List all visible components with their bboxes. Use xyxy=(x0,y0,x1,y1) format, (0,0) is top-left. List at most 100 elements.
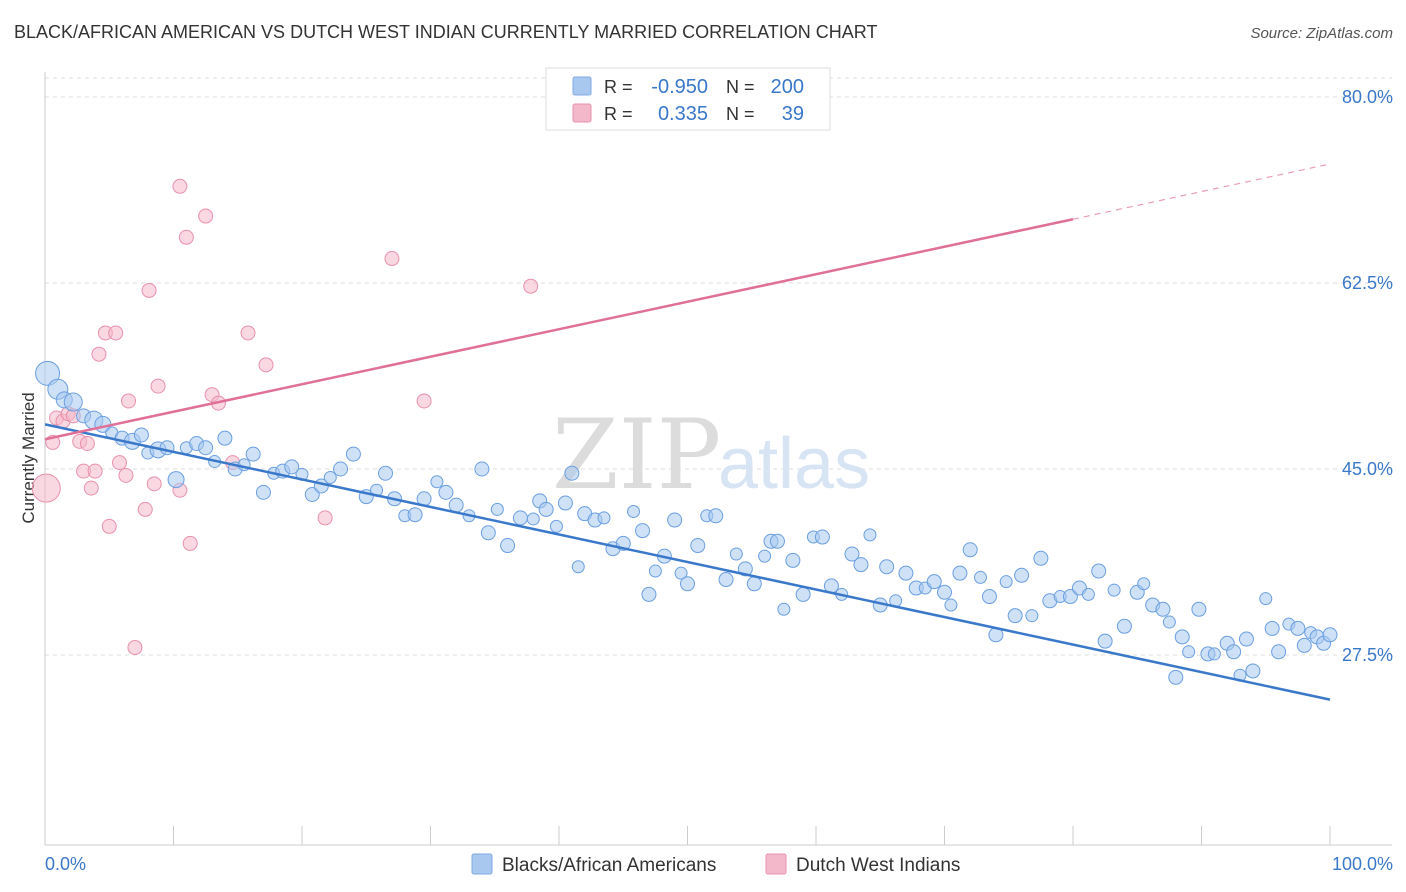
y-axis-label: Currently Married xyxy=(19,392,38,523)
x-tick-label-end: 100.0% xyxy=(1332,854,1393,874)
data-point-black-african-american xyxy=(430,475,444,489)
data-point-black-african-american xyxy=(1259,592,1273,606)
data-point-black-african-american xyxy=(1107,583,1121,597)
data-point-dutch-west-indian xyxy=(523,278,539,294)
data-point-dutch-west-indian xyxy=(317,510,333,526)
data-point-black-african-american xyxy=(952,565,968,581)
data-point-black-african-american xyxy=(1033,550,1049,566)
data-point-dutch-west-indian xyxy=(141,282,157,298)
data-point-black-african-american xyxy=(898,565,914,581)
data-point-black-african-american xyxy=(769,533,785,549)
data-point-dutch-west-indian xyxy=(91,346,107,362)
data-point-black-african-american xyxy=(1238,631,1254,647)
bottom-legend-label-blue: Blacks/African Americans xyxy=(502,855,716,876)
data-point-black-african-american xyxy=(438,484,454,500)
data-point-black-african-american xyxy=(708,508,724,524)
trend-lines xyxy=(44,163,1331,701)
data-point-black-african-american xyxy=(758,549,772,563)
data-point-black-african-american xyxy=(635,523,651,539)
data-point-black-african-american xyxy=(962,542,978,558)
y-tick-label: 45.0% xyxy=(1342,459,1393,479)
trend-line-blue xyxy=(44,423,1331,701)
series-dutch-west-indians xyxy=(31,178,539,656)
trend-line-pink-extension xyxy=(1072,163,1331,220)
data-point-dutch-west-indian xyxy=(137,501,153,517)
data-point-black-african-american xyxy=(480,525,496,541)
data-point-black-african-american xyxy=(627,505,641,519)
y-tick-label: 62.5% xyxy=(1342,273,1393,293)
data-point-black-african-american xyxy=(944,598,958,612)
data-point-black-african-american xyxy=(133,427,149,443)
data-point-dutch-west-indian xyxy=(240,325,256,341)
data-point-black-african-american xyxy=(1207,647,1221,661)
bottom-legend-swatch-pink xyxy=(765,853,787,875)
data-point-dutch-west-indian xyxy=(112,455,128,471)
data-point-black-african-american xyxy=(557,495,573,511)
data-point-dutch-west-indian xyxy=(178,229,194,245)
y-tick-label: 80.0% xyxy=(1342,87,1393,107)
data-point-black-african-american xyxy=(490,502,504,516)
legend-swatch-blue xyxy=(572,76,592,96)
data-point-black-african-american xyxy=(729,547,743,561)
data-point-black-african-american xyxy=(245,446,261,462)
data-point-black-african-american xyxy=(1162,615,1176,629)
data-point-dutch-west-indian xyxy=(79,435,95,451)
watermark-atlas: atlas xyxy=(718,424,870,504)
data-point-dutch-west-indian xyxy=(150,378,166,394)
data-point-black-african-american xyxy=(333,461,349,477)
data-point-black-african-american xyxy=(1155,601,1171,617)
data-point-black-african-american xyxy=(549,519,563,533)
data-point-black-african-american xyxy=(323,471,337,485)
data-point-black-african-american xyxy=(1271,644,1287,660)
data-point-black-african-american xyxy=(1191,601,1207,617)
data-point-black-african-american xyxy=(500,538,516,554)
y-tick-label: 27.5% xyxy=(1342,645,1393,665)
data-point-black-african-american xyxy=(926,574,942,590)
data-point-black-african-american xyxy=(538,501,554,517)
data-point-dutch-west-indian xyxy=(87,463,103,479)
data-point-black-african-american xyxy=(1168,669,1184,685)
data-point-dutch-west-indian xyxy=(101,518,117,534)
data-point-black-african-american xyxy=(1116,618,1132,634)
data-point-black-african-american xyxy=(814,529,830,545)
legend-r-label-blue: R = xyxy=(604,77,633,97)
data-point-black-african-american xyxy=(777,602,791,616)
source-label: Source: ZipAtlas.com xyxy=(1250,25,1393,42)
trend-line-pink xyxy=(44,218,1074,441)
chart-title: BLACK/AFRICAN AMERICAN VS DUTCH WEST IND… xyxy=(14,22,877,42)
data-point-black-african-american xyxy=(973,570,987,584)
data-point-black-african-american xyxy=(690,538,706,554)
watermark-zip: ZIP xyxy=(552,399,721,511)
data-point-dutch-west-indian xyxy=(108,325,124,341)
data-point-black-african-american xyxy=(1182,645,1196,659)
data-point-black-african-american xyxy=(1081,587,1095,601)
data-point-black-african-american xyxy=(648,564,662,578)
data-point-black-african-american xyxy=(597,511,611,525)
legend-box: R = -0.950 N = 200 R = 0.335 N = 39 xyxy=(545,67,831,131)
data-point-black-african-american xyxy=(1097,633,1113,649)
data-point-black-african-american xyxy=(35,360,61,386)
data-point-black-african-american xyxy=(1014,567,1030,583)
data-point-black-african-american xyxy=(564,465,580,481)
data-point-black-african-american xyxy=(667,512,683,528)
data-point-black-african-american xyxy=(641,586,657,602)
data-point-black-african-american xyxy=(674,566,688,580)
data-point-black-african-american xyxy=(1137,577,1151,591)
data-point-black-african-american xyxy=(863,528,877,542)
data-point-black-african-american xyxy=(1264,620,1280,636)
data-point-black-african-american xyxy=(1322,627,1338,643)
data-point-black-african-american xyxy=(512,510,528,526)
bottom-legend-label-pink: Dutch West Indians xyxy=(796,855,960,876)
legend-n-value-pink: 39 xyxy=(782,103,804,125)
data-point-black-african-american xyxy=(746,576,762,592)
data-point-black-african-american xyxy=(1174,629,1190,645)
data-point-black-african-american xyxy=(217,430,233,446)
data-point-black-african-american xyxy=(1091,563,1107,579)
data-point-black-african-american xyxy=(1290,620,1306,636)
data-point-dutch-west-indian xyxy=(146,476,162,492)
data-point-black-african-american xyxy=(571,560,585,574)
bottom-legend-swatch-blue xyxy=(471,853,493,875)
x-tick-labels: 0.0% 100.0% xyxy=(45,854,1393,874)
data-point-black-african-american xyxy=(680,576,695,592)
data-point-dutch-west-indian xyxy=(31,473,61,503)
